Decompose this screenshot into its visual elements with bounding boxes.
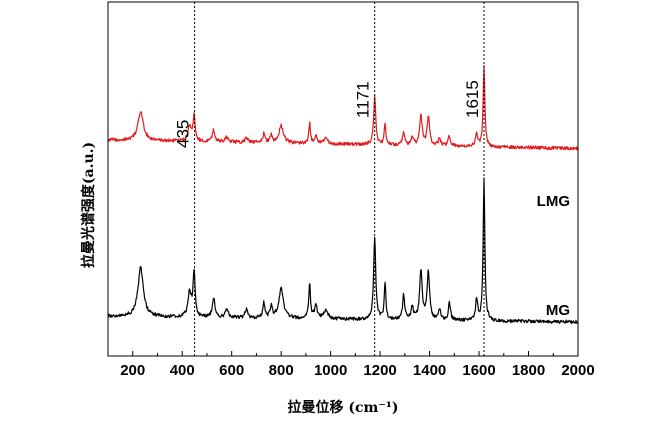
series-label-lmg: LMG bbox=[537, 193, 570, 210]
x-tick-label: 600 bbox=[219, 362, 244, 379]
x-axis-label: 拉曼位移 (cm⁻¹) bbox=[288, 399, 399, 416]
x-tick-label: 2000 bbox=[561, 362, 594, 379]
x-tick-label: 400 bbox=[170, 362, 195, 379]
x-tick-label: 800 bbox=[269, 362, 294, 379]
x-tick-label: 1000 bbox=[314, 362, 347, 379]
series-labels: LMG MG bbox=[537, 193, 570, 319]
y-axis-label: 拉曼光谱强度(a.u.) bbox=[80, 142, 97, 268]
series-line-mg bbox=[107, 177, 579, 325]
x-axis-ticks: 200 400 600 800 1000 1200 1400 1600 1800 2000 bbox=[107, 351, 595, 379]
x-tick-label: 1200 bbox=[363, 362, 396, 379]
plot-frame bbox=[107, 1, 579, 357]
peak-label-1171: 1171 bbox=[354, 81, 373, 118]
plot-area bbox=[107, 64, 579, 325]
peak-annotations: 435 1171 1615 bbox=[174, 2, 485, 356]
series-line-lmg bbox=[107, 64, 579, 151]
series-label-mg: MG bbox=[546, 302, 570, 319]
x-tick-label: 200 bbox=[120, 362, 145, 379]
peak-label-1615: 1615 bbox=[463, 80, 482, 118]
peak-label-435: 435 bbox=[174, 120, 193, 148]
x-tick-label: 1400 bbox=[413, 362, 446, 379]
x-tick-label: 1600 bbox=[462, 362, 495, 379]
x-tick-label: 1800 bbox=[512, 362, 545, 379]
